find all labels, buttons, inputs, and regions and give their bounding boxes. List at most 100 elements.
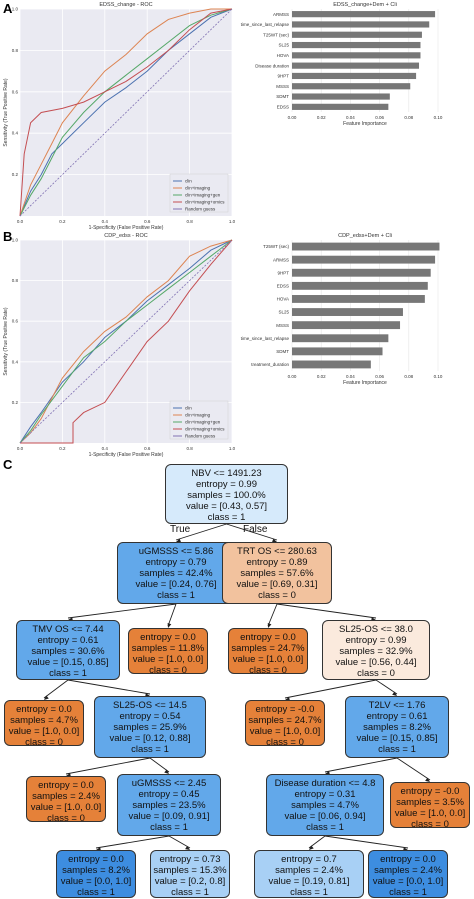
tree-edge-arrow (176, 538, 181, 543)
category-label-6: 9HPT (277, 74, 289, 79)
legend-label-4: Random guess (185, 207, 216, 212)
legend-label-2: clin+imaging+gen (185, 193, 221, 198)
tree-node-line: value = [1.0, 0.0] (8, 726, 80, 737)
tree-edge (284, 679, 377, 699)
tree-edge (67, 679, 151, 695)
category-label-8: SDMT (276, 349, 289, 354)
tree-node-line: class = 1 (171, 887, 209, 898)
bar-4 (292, 52, 421, 59)
tree-node-n9: entropy = -0.0 samples = 24.7% value = [1.… (245, 700, 325, 748)
tree-node-line: entropy = 0.0 (140, 632, 196, 643)
tree-node-line: samples = 2.4% (374, 865, 442, 876)
tree-node-line: uGMSSS <= 2.45 (131, 778, 207, 789)
roc-chart-2: 0.0 0.2 0.4 0.6 0.8 1.0 0.2 0.4 0.6 0.8 1.0 CDP_eds… (3, 233, 236, 458)
category-label-5: SL25 (278, 310, 289, 315)
x-tick-label: 0.08 (404, 374, 413, 379)
x-tick-label: 0.2 (59, 219, 66, 224)
series-line-3 (20, 239, 233, 444)
x-tick-label: 0.0 (17, 446, 24, 451)
tree-node-line: class = 0 (149, 665, 187, 676)
bar-6 (292, 72, 417, 80)
tree-edge (95, 835, 170, 849)
category-label-9: treatment_duration (251, 362, 289, 367)
category-label-0: T25WT (sec) (263, 244, 289, 249)
bar-7 (292, 83, 411, 90)
x-axis-label: Feature Importance (343, 121, 387, 127)
tree-node-line: class = 1 (378, 744, 416, 755)
series-line-4 (19, 8, 233, 217)
bar-chart-3: 0.00 0.02 0.04 0.06 0.08 0.10 T25WT (sec) ARMSS… (241, 233, 443, 386)
category-label-1: ARMSS (273, 257, 289, 262)
bar-0 (292, 11, 436, 18)
tree-node-line: samples = 8.2% (363, 722, 431, 733)
tree-node-line: class = 1 (77, 887, 115, 898)
tree-node-n3: TMV OS <= 7.44 entropy = 0.61 samples = 30… (16, 620, 120, 680)
tree-node-line: value = [1.0, 0.0] (30, 802, 102, 813)
tree-node-line: entropy = 0.54 (119, 711, 181, 722)
tree-node-line: class = 1 (157, 590, 195, 601)
tree-node-n4: entropy = 0.0 samples = 11.8% value = [1.0… (128, 628, 208, 676)
chart-title: EDSS_change - ROC (99, 2, 152, 8)
category-label-6: MSSS (276, 323, 289, 328)
bar-1 (292, 255, 436, 264)
tree-edge (375, 679, 398, 695)
series-line-2 (19, 239, 233, 444)
x-tick-label: 0.2 (59, 446, 66, 451)
tree-node-line: TRT OS <= 280.63 (237, 546, 317, 557)
tree-node-line: samples = 57.6% (240, 568, 314, 579)
tree-node-line: entropy = 0.61 (366, 711, 428, 722)
tree-node-line: class = 0 (411, 819, 449, 830)
x-tick-label: 0.6 (144, 219, 151, 224)
tree-node-line: class = 0 (249, 665, 287, 676)
tree-node-line: T2LV <= 1.76 (368, 700, 426, 711)
tree-node-line: TMV OS <= 7.44 (32, 624, 104, 635)
tree-node-line: class = 0 (47, 813, 85, 824)
edge-label-true: True (170, 524, 191, 535)
y-tick-label: 0.6 (12, 319, 19, 324)
tree-node-line: samples = 8.2% (62, 865, 130, 876)
tree-edge-arrow (272, 538, 277, 543)
x-tick-label: 0.00 (288, 374, 297, 379)
tree-node-line: entropy = 0.0 (68, 854, 124, 865)
tree-node-line: SL25-OS <= 14.5 (113, 700, 187, 711)
tree-node-line: NBV <= 1491.23 (191, 468, 262, 479)
tree-node-line: entropy = 0.0 (16, 704, 72, 715)
tree-edge (308, 835, 326, 849)
tree-node-line: Disease duration <= 4.8 (274, 778, 376, 789)
tree-node-line: value = [1.0, 0.0] (394, 808, 466, 819)
tree-node-n12: uGMSSS <= 2.45 entropy = 0.45 samples = 23… (117, 774, 221, 836)
tree-node-line: entropy = 0.73 (159, 854, 221, 865)
tree-node-line: samples = 24.7% (231, 643, 305, 654)
category-label-2: 9HPT (277, 270, 289, 275)
tree-node-line: entropy = 0.0 (380, 854, 436, 865)
tree-node-line: samples = 32.9% (339, 646, 413, 657)
tree-node-line: entropy = 0.0 (240, 632, 296, 643)
tree-node-line: entropy = 0.99 (195, 479, 257, 490)
tree-node-line: entropy = 0.89 (246, 557, 308, 568)
tree-edge-arrow (44, 695, 49, 700)
bar-9 (292, 360, 371, 369)
tree-node-line: entropy = 0.31 (294, 789, 356, 800)
y-axis-label: Sensitivity (True Positive Rate) (3, 307, 9, 376)
bar-5 (292, 62, 420, 69)
tree-node-line: value = [0.2, 0.8] (154, 876, 226, 887)
y-tick-label: 0.2 (12, 172, 19, 177)
tree-node-line: entropy = 0.61 (37, 635, 99, 646)
y-axis-label: Sensitivity (True Positive Rate) (3, 78, 9, 147)
series-line-1 (19, 8, 232, 217)
bar-2 (292, 268, 431, 277)
tree-edge-arrow (167, 623, 172, 628)
tree-node-line: class = 1 (306, 822, 344, 833)
tree-edge-arrow (164, 769, 169, 774)
tree-node-n16: entropy = 0.73 samples = 15.3% value = [0.… (150, 850, 230, 898)
tree-node-line: class = 0 (266, 737, 304, 748)
x-axis-label: 1-Specificity (False Positive Rate) (89, 452, 164, 458)
series-line-1 (19, 239, 233, 444)
tree-node-line: class = 1 (389, 887, 427, 898)
tree-node-line: value = [1.0, 0.0] (249, 726, 321, 737)
legend-box (169, 400, 229, 440)
x-tick-label: 0.02 (317, 374, 326, 379)
legend-label-0: clin (185, 179, 192, 184)
x-tick-label: 0.06 (375, 374, 384, 379)
tree-edge (276, 603, 377, 619)
